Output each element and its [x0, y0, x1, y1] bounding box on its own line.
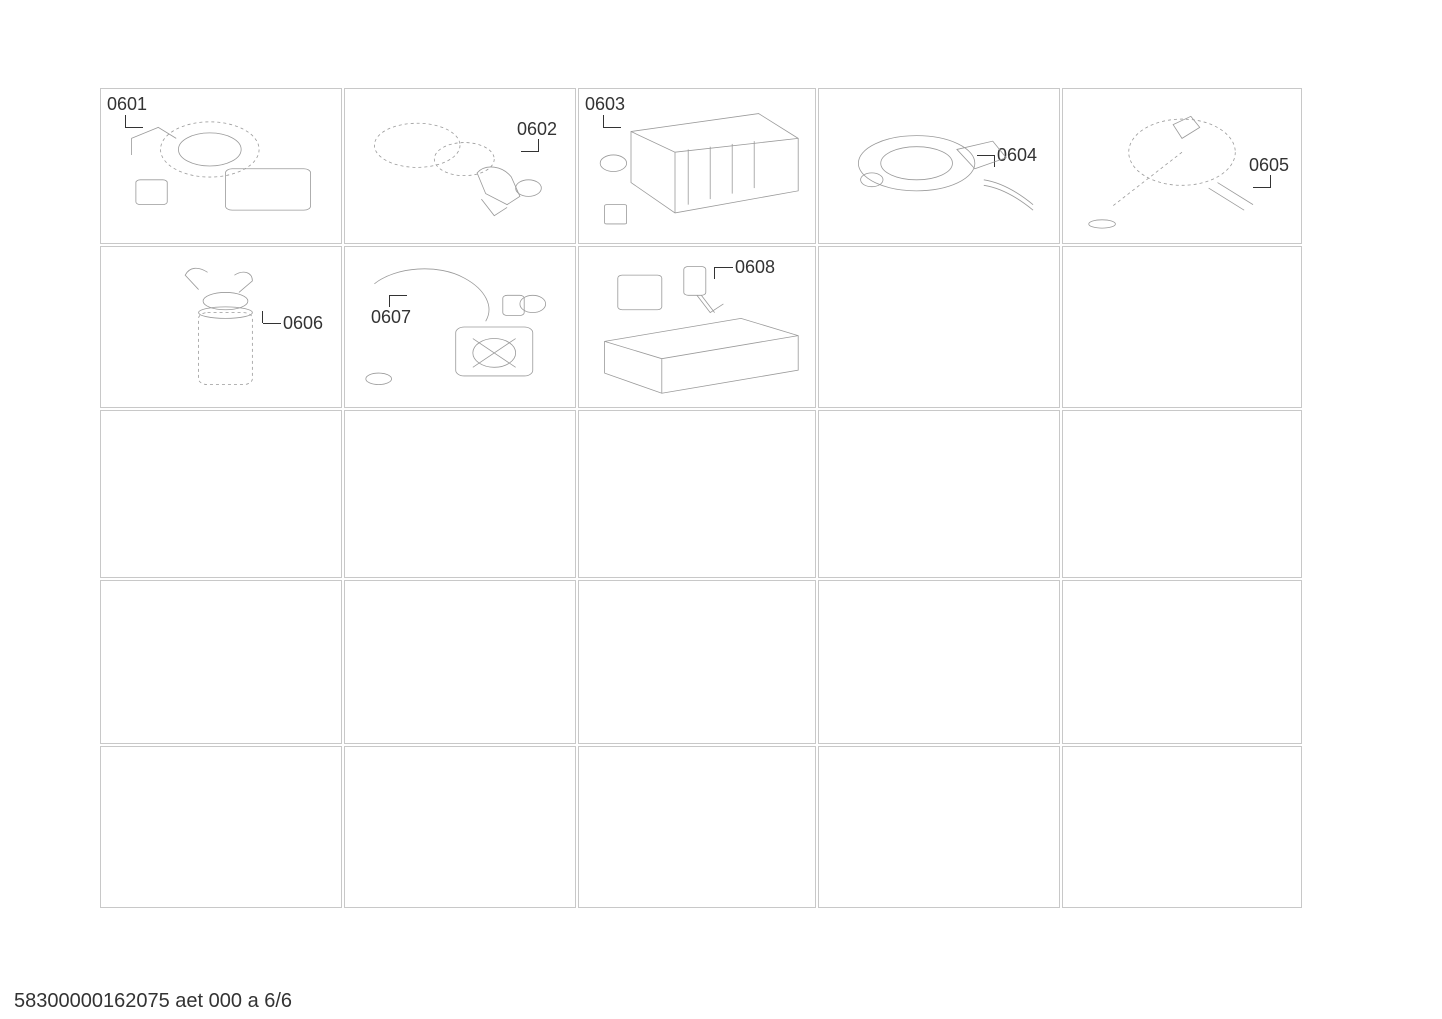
item-number-label: 0603 [585, 94, 625, 115]
item-number-label: 0607 [371, 307, 411, 328]
cell-0605: 0605 [1062, 88, 1302, 244]
empty-cell [100, 410, 342, 578]
empty-cell [1062, 410, 1302, 578]
item-number-label: 0608 [735, 257, 775, 278]
cell-0602: 0602 [344, 88, 576, 244]
part-drawing [109, 97, 333, 235]
cell-0603: 0603 [578, 88, 816, 244]
empty-cell [1062, 746, 1302, 908]
cell-0601: 0601 [100, 88, 342, 244]
leader-line [389, 295, 407, 296]
leader-line [389, 295, 390, 307]
leader-line [1253, 187, 1271, 188]
parts-grid: 0601 0602 [100, 88, 1340, 908]
empty-cell [578, 410, 816, 578]
empty-cell [1062, 246, 1302, 408]
leader-line [714, 267, 715, 279]
empty-cell [818, 580, 1060, 744]
leader-line [977, 155, 995, 156]
leader-line [603, 127, 621, 128]
empty-cell [100, 746, 342, 908]
empty-cell [344, 580, 576, 744]
empty-cell [344, 746, 576, 908]
empty-cell [578, 746, 816, 908]
leader-line [1270, 175, 1271, 187]
leader-line [715, 267, 733, 268]
leader-line [262, 311, 263, 323]
leader-line [125, 127, 143, 128]
empty-cell [818, 246, 1060, 408]
empty-cell [344, 410, 576, 578]
leader-line [603, 115, 604, 127]
cell-0608: 0608 [578, 246, 816, 408]
cell-0606: 0606 [100, 246, 342, 408]
part-drawing [587, 97, 807, 235]
item-number-label: 0606 [283, 313, 323, 334]
cell-0607: 0607 [344, 246, 576, 408]
empty-cell [100, 580, 342, 744]
item-number-label: 0602 [517, 119, 557, 140]
empty-cell [818, 746, 1060, 908]
item-number-label: 0605 [1249, 155, 1289, 176]
part-drawing [353, 97, 567, 235]
cell-0604: 0604 [818, 88, 1060, 244]
item-number-label: 0601 [107, 94, 147, 115]
empty-cell [818, 410, 1060, 578]
leader-line [538, 139, 539, 151]
sheet-footer: 58300000162075 aet 000 a 6/6 [14, 990, 292, 1013]
part-drawing [827, 97, 1051, 235]
empty-cell [578, 580, 816, 744]
leader-line [125, 115, 126, 127]
leader-line [994, 155, 995, 167]
leader-line [263, 323, 281, 324]
parts-diagram-sheet: 0601 0602 [0, 0, 1442, 1019]
empty-cell [1062, 580, 1302, 744]
item-number-label: 0604 [997, 145, 1037, 166]
leader-line [521, 151, 539, 152]
